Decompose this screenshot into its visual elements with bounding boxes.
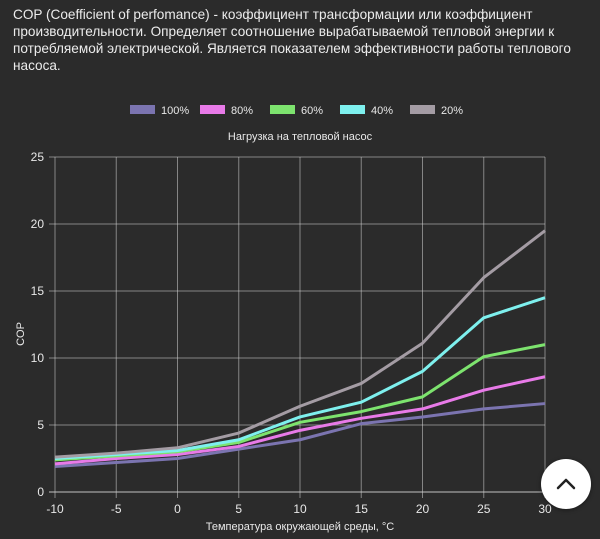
scroll-to-top-button[interactable] (541, 459, 591, 509)
y-tick-label: 25 (31, 150, 45, 164)
y-tick-label: 0 (37, 485, 44, 499)
y-axis-label: COP (15, 322, 27, 346)
legend-swatch (200, 105, 225, 114)
series-line-100pct (54, 402, 546, 469)
y-tick-label: 5 (37, 418, 44, 432)
y-axis-ticks: 0 5 10 15 20 25 (31, 150, 45, 499)
y-tick-label: 20 (31, 217, 45, 231)
x-tick-label: 25 (477, 502, 491, 516)
chart-legend: 100% 80% 60% 40% 20% (130, 105, 463, 117)
x-axis-ticks: -10 -5 0 5 10 15 20 25 30 (46, 502, 552, 516)
series-line-20pct (54, 229, 546, 459)
y-tick-label: 10 (31, 351, 45, 365)
chart-title: Нагрузка на тепловой насос (228, 131, 373, 143)
legend-swatch (340, 105, 365, 114)
legend-swatch (410, 105, 435, 114)
legend-label: 60% (301, 105, 323, 117)
chevron-up-icon (556, 478, 576, 490)
x-tick-label: 10 (293, 502, 307, 516)
cop-description: COP (Coefficient of perfomance) - коэффи… (13, 7, 571, 73)
legend-swatch (130, 105, 155, 114)
x-tick-label: 30 (538, 502, 552, 516)
legend-swatch (270, 105, 295, 114)
x-tick-label: -5 (111, 502, 122, 516)
x-tick-label: 15 (355, 502, 369, 516)
legend-label: 40% (371, 105, 393, 117)
x-axis-label: Температура окружающей среды, °С (206, 521, 395, 533)
series-line-40pct (54, 296, 546, 460)
x-tick-label: -10 (46, 502, 64, 516)
legend-label: 80% (231, 105, 253, 117)
x-tick-label: 20 (416, 502, 430, 516)
legend-label: 20% (441, 105, 463, 117)
x-tick-label: 5 (235, 502, 242, 516)
x-tick-label: 0 (174, 502, 181, 516)
chart-series (54, 229, 546, 469)
series-line-80pct (54, 375, 546, 466)
legend-label: 100% (161, 105, 189, 117)
y-tick-label: 15 (31, 284, 45, 298)
